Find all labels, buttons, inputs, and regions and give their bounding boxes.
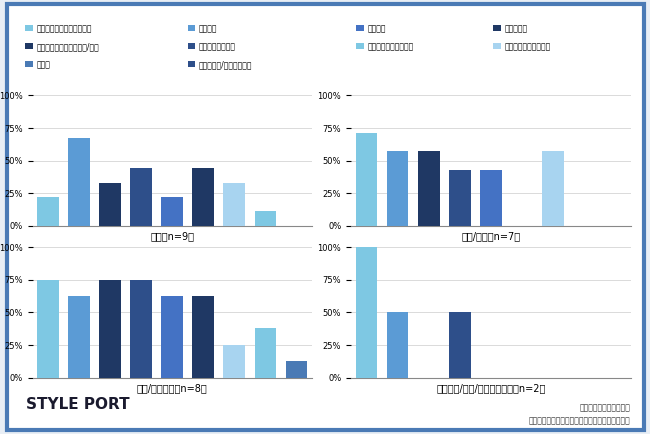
Bar	[161, 197, 183, 226]
Bar	[192, 296, 214, 378]
Text: ナレッジの共有・蓄積: ナレッジの共有・蓄積	[367, 42, 413, 51]
Bar	[188, 43, 195, 49]
Text: トラブル・リスクの予測/回避: トラブル・リスクの予測/回避	[36, 42, 99, 51]
Bar	[25, 25, 33, 31]
Bar	[192, 168, 214, 226]
Bar	[255, 328, 276, 378]
Bar	[448, 312, 471, 378]
Text: ゼネコンの「デジタルツイン」に関する意識調査: ゼネコンの「デジタルツイン」に関する意識調査	[528, 416, 630, 425]
Bar	[161, 296, 183, 378]
Bar	[99, 183, 121, 226]
Bar	[418, 151, 439, 226]
Bar	[387, 312, 408, 378]
Text: わからない/答えられない: わからない/答えられない	[199, 60, 252, 69]
Bar	[356, 247, 378, 378]
Bar	[255, 211, 276, 226]
Text: コミュニケーション効率化: コミュニケーション効率化	[36, 24, 92, 33]
Bar	[493, 25, 501, 31]
Bar	[188, 61, 195, 67]
Bar	[130, 168, 152, 226]
Bar	[493, 43, 501, 49]
X-axis label: 企画/設計（n=7）: 企画/設計（n=7）	[462, 231, 520, 241]
Bar	[224, 183, 245, 226]
Text: その他: その他	[36, 60, 51, 69]
Text: 品質向上: 品質向上	[367, 24, 386, 33]
Text: 株式会社スタイルポート: 株式会社スタイルポート	[580, 403, 630, 412]
X-axis label: 施設管理/保守/メンテナンス（n=2）: 施設管理/保守/メンテナンス（n=2）	[436, 383, 545, 393]
Bar	[188, 25, 195, 31]
Bar	[37, 197, 59, 226]
Text: 顧客満足度の向上: 顧客満足度の向上	[199, 42, 236, 51]
Bar	[285, 361, 307, 378]
Bar	[356, 43, 364, 49]
Bar	[356, 25, 364, 31]
Bar	[68, 296, 90, 378]
Bar	[37, 280, 59, 378]
X-axis label: 営業（n=9）: 営業（n=9）	[150, 231, 194, 241]
Bar	[356, 133, 378, 226]
Text: コスト削減: コスト削減	[504, 24, 528, 33]
Bar	[130, 280, 152, 378]
Bar	[387, 151, 408, 226]
Bar	[99, 280, 121, 378]
Bar	[480, 170, 502, 226]
Bar	[542, 151, 564, 226]
Bar	[68, 138, 90, 226]
Bar	[448, 170, 471, 226]
Text: 提案・企画の品質向上: 提案・企画の品質向上	[504, 42, 551, 51]
Text: 工期短縮: 工期短縮	[199, 24, 218, 33]
Bar	[25, 43, 33, 49]
X-axis label: 施工/施工管理（n=8）: 施工/施工管理（n=8）	[137, 383, 207, 393]
Bar	[224, 345, 245, 378]
Bar	[25, 61, 33, 67]
Text: STYLE PORT: STYLE PORT	[26, 397, 129, 412]
